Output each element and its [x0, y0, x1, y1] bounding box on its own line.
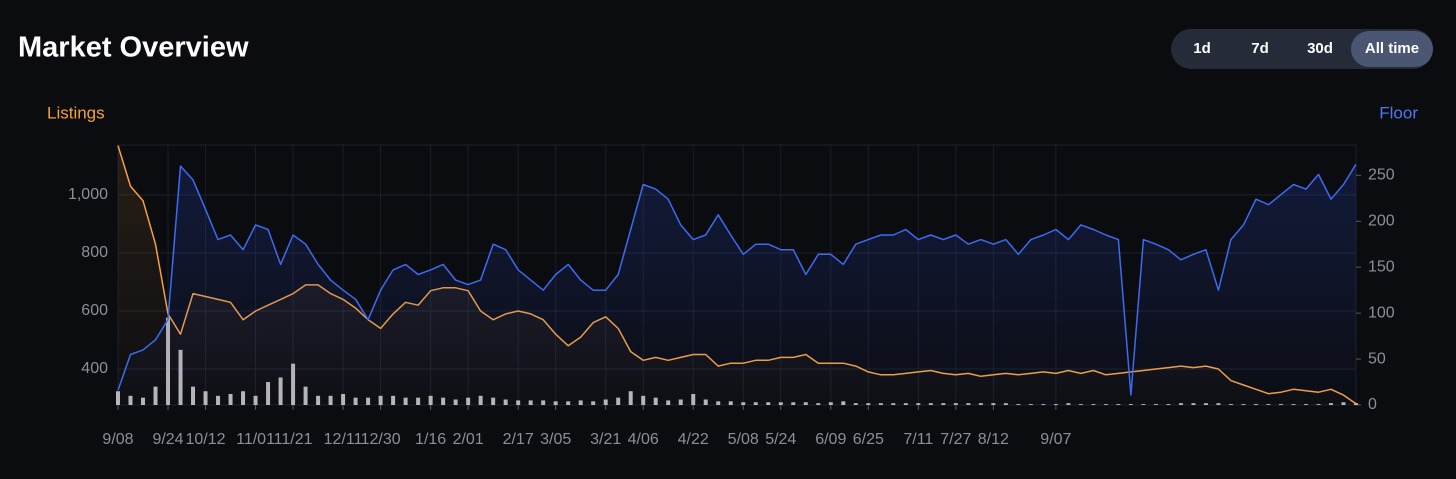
- x-tick-label: 6/25: [853, 431, 884, 448]
- range-button-label[interactable]: 7d: [1251, 40, 1269, 57]
- series-area: [118, 164, 1356, 405]
- range-button-label[interactable]: 30d: [1307, 40, 1333, 57]
- x-tick-label: 2/17: [503, 431, 534, 448]
- y-tick-label: 800: [81, 244, 108, 261]
- x-tick-label: 8/12: [978, 431, 1009, 448]
- y2-tick-label: 200: [1368, 212, 1395, 229]
- x-tick-label: 11/01: [236, 431, 275, 448]
- x-tick-label: 9/08: [102, 431, 133, 448]
- y2-tick-label: 100: [1368, 304, 1395, 321]
- y2-tick-label: 50: [1368, 350, 1386, 367]
- x-tick-label: 9/07: [1040, 431, 1071, 448]
- x-tick-label: 2/01: [453, 431, 484, 448]
- left-axis-label: Listings: [47, 103, 105, 122]
- x-tick-label: 1/16: [415, 431, 446, 448]
- x-tick-label: 5/08: [728, 431, 759, 448]
- x-tick-label: 7/27: [940, 431, 971, 448]
- x-tick-label: 3/21: [590, 431, 621, 448]
- x-tick-label: 11/21: [274, 431, 313, 448]
- y2-tick-label: 250: [1368, 167, 1395, 184]
- x-tick-label: 4/22: [678, 431, 709, 448]
- range-button-label[interactable]: 1d: [1193, 40, 1211, 57]
- title: Market Overview: [18, 32, 249, 64]
- y-tick-label: 600: [81, 302, 108, 319]
- y2-tick-label: 0: [1368, 396, 1377, 413]
- x-tick-label: 4/06: [628, 431, 659, 448]
- x-tick-label: 12/11: [324, 431, 363, 448]
- x-tick-label: 9/24: [152, 431, 183, 448]
- x-tick-label: 6/09: [815, 431, 846, 448]
- y-tick-label: 1,000: [68, 186, 108, 203]
- y2-tick-label: 150: [1368, 258, 1395, 275]
- x-tick-label: 10/12: [186, 431, 226, 448]
- x-tick-label: 5/24: [765, 431, 796, 448]
- x-tick-label: 7/11: [903, 431, 933, 448]
- x-tick-label: 12/30: [361, 431, 401, 448]
- series-line: [117, 163, 1357, 396]
- x-tick-label: 3/05: [540, 431, 571, 448]
- y-tick-label: 400: [81, 360, 108, 377]
- range-button-label[interactable]: All time: [1365, 40, 1419, 57]
- right-axis-label: Floor: [1379, 103, 1418, 122]
- range-button[interactable]: [1351, 31, 1433, 67]
